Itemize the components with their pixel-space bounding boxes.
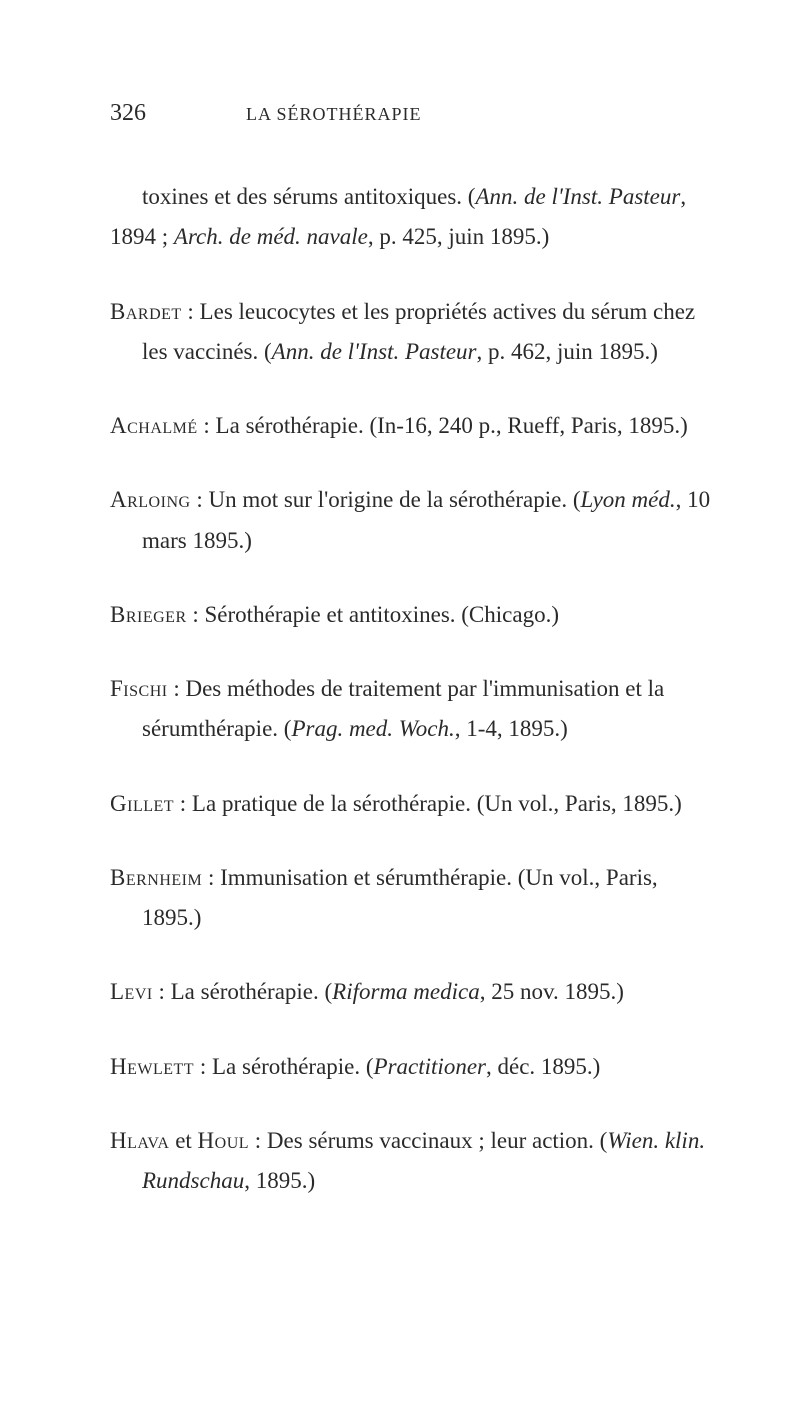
bibliography-entry: Levi : La sérothérapie. (Riforma medica,… [110,972,715,1012]
bibliography-entry: Brieger : Sérothérapie et antitoxines. (… [110,595,715,635]
entry-text: Hewlett [110,1054,194,1079]
bibliography-list: toxines et des sérums antitoxiques. (Ann… [110,177,715,1201]
entry-text: , 1-4, 1895.) [455,716,568,741]
entry-text: : La sérothérapie. (In-16, 240 p., Rueff… [198,413,688,438]
entry-text: : La sérothérapie. ( [194,1054,373,1079]
entry-text: Arloing [110,487,191,512]
bibliography-entry: Bernheim : Immunisation et sérumthérapie… [110,858,715,939]
entry-text: Arch. de méd. navale [174,224,368,249]
entry-text: : Un mot sur l'origine de la sérothérapi… [191,487,581,512]
page-number: 326 [110,100,146,127]
entry-text: toxines et des sérums antitoxiques. ( [142,184,475,209]
bibliography-entry: Bardet : Les leucocytes et les propriété… [110,292,715,373]
entry-text: Brieger [110,602,187,627]
entry-text: Bardet [110,299,182,324]
bibliography-entry: Arloing : Un mot sur l'origine de la sér… [110,480,715,561]
entry-text: Hlava [110,1128,169,1153]
entry-text: Fischi [110,676,168,701]
entry-text: Bernheim [110,865,202,890]
entry-text: Practitioner [374,1054,486,1079]
entry-text: Riforma medica [332,979,480,1004]
page-header: 326 LA SÉROTHÉRAPIE [110,100,715,127]
entry-text: Prag. med. Woch. [291,716,454,741]
entry-text: , déc. 1895.) [486,1054,600,1079]
entry-text: , p. 425, juin 1895.) [368,224,549,249]
entry-text: , 25 nov. 1895.) [480,979,624,1004]
entry-text: Achalmé [110,413,198,438]
bibliography-entry: toxines et des sérums antitoxiques. (Ann… [110,177,715,258]
entry-text: Levi [110,979,153,1004]
entry-text: Ann. de l'Inst. Pasteur [272,339,477,364]
bibliography-entry: Gillet : La pratique de la sérothérapie.… [110,784,715,824]
bibliography-entry: Hewlett : La sérothérapie. (Practitioner… [110,1047,715,1087]
entry-text: : Immunisation et sérumthérapie. (Un vol… [142,865,658,930]
running-title: LA SÉROTHÉRAPIE [246,104,422,125]
entry-text: , p. 462, juin 1895.) [477,339,658,364]
entry-text: Lyon méd. [580,487,675,512]
entry-text: : Sérothérapie et antitoxines. (Chicago.… [187,602,559,627]
entry-text: : La pratique de la sérothérapie. (Un vo… [174,791,682,816]
entry-text: Houl [198,1128,250,1153]
bibliography-entry: Fischi : Des méthodes de traitement par … [110,669,715,750]
bibliography-entry: Hlava et Houl : Des sérums vaccinaux ; l… [110,1121,715,1202]
entry-text: Gillet [110,791,174,816]
entry-text: , 1895.) [244,1168,315,1193]
bibliography-entry: Achalmé : La sérothérapie. (In-16, 240 p… [110,406,715,446]
entry-text: : La sérothérapie. ( [153,979,332,1004]
entry-text: Ann. de l'Inst. Pasteur [475,184,680,209]
entry-text: et [169,1128,197,1153]
entry-text: : Des sérums vaccinaux ; leur action. ( [249,1128,607,1153]
